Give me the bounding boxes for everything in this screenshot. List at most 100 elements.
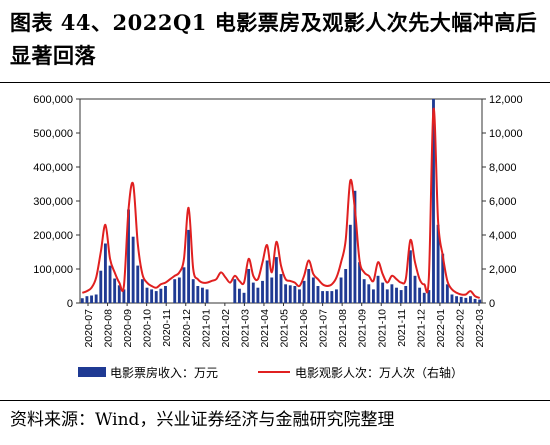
x-tick-label: 2022-02: [454, 309, 466, 348]
x-tick-label: 2021-04: [259, 309, 271, 348]
bar: [367, 284, 371, 303]
y-left-tick-label: 300,000: [33, 196, 73, 208]
bar: [251, 282, 255, 303]
x-tick-label: 2021-03: [239, 309, 251, 348]
ticks-layer: 0 100,000 200,000 300,000 400,000 500,000 600,…: [33, 94, 522, 348]
series-line-attendance: [81, 107, 481, 299]
bar: [122, 289, 126, 303]
bar: [441, 253, 445, 303]
x-tick-label: 2020-12: [181, 309, 193, 348]
bar: [376, 275, 380, 303]
x-tick-label: 2020-08: [103, 309, 115, 348]
y-left-tick-label: 500,000: [33, 128, 73, 140]
bar: [159, 288, 163, 303]
chart-title: 图表 44、2022Q1 电影票房及观影人次先大幅冲高后显著回落: [10, 10, 538, 68]
bar: [390, 284, 394, 303]
bar: [94, 294, 98, 303]
bar: [182, 267, 186, 303]
bar: [205, 289, 209, 303]
bar: [187, 229, 191, 303]
x-tick-label: 2022-03: [474, 309, 486, 348]
y-left-tick-label: 100,000: [33, 264, 73, 276]
y-right-tick-label: 10,000: [489, 128, 523, 140]
bar: [339, 277, 343, 303]
x-tick-label: 2021-08: [337, 309, 349, 348]
bar: [335, 289, 338, 303]
x-tick-label: 2021-01: [200, 309, 212, 348]
x-tick-label: 2021-07: [318, 309, 330, 348]
bar: [427, 290, 431, 303]
x-tick-label: 2021-06: [298, 309, 310, 348]
bar: [99, 270, 103, 303]
bar: [173, 279, 177, 303]
bar: [136, 265, 140, 303]
y-right-tick-label: 4,000: [489, 230, 517, 242]
bar: [445, 284, 449, 303]
bar: [265, 260, 269, 303]
x-tick-label: 2021-10: [376, 309, 388, 348]
bar: [103, 243, 107, 303]
bar: [117, 285, 121, 303]
bar: [432, 99, 435, 303]
bar: [288, 285, 292, 303]
bar: [177, 277, 181, 303]
bar: [247, 269, 251, 303]
plot-frame: [79, 98, 483, 304]
bar: [270, 277, 274, 303]
bar: [242, 292, 246, 303]
bar: [473, 298, 477, 303]
bar: [371, 289, 375, 303]
y-left-tick-label: 200,000: [33, 230, 73, 242]
bar: [145, 287, 149, 303]
bar: [385, 289, 389, 303]
bar: [201, 287, 204, 303]
bar: [80, 298, 84, 303]
bar: [233, 279, 237, 303]
bar: [422, 292, 426, 303]
bar: [274, 257, 278, 303]
bar: [140, 279, 144, 303]
bar: [154, 291, 158, 303]
x-tick-label: 2021-02: [220, 309, 232, 348]
bar: [131, 236, 135, 303]
y-right-tick-label: 6,000: [489, 196, 517, 208]
bar: [256, 287, 260, 303]
bar: [478, 299, 482, 303]
bar: [353, 190, 357, 303]
y-right-tick-label: 8,000: [489, 162, 517, 174]
line-layer: [81, 107, 481, 299]
bar: [455, 296, 459, 303]
x-tick-label: 2020-11: [161, 309, 173, 347]
bar: [404, 286, 408, 303]
bar: [164, 286, 167, 303]
x-tick-label: 2022-01: [435, 309, 447, 348]
bar: [413, 275, 417, 303]
bar: [311, 277, 315, 303]
x-tick-label: 2021-05: [279, 309, 291, 348]
bar: [464, 297, 468, 303]
source-rule: [0, 400, 550, 401]
y-right-tick-label: 2,000: [489, 264, 517, 276]
x-tick-label: 2020-07: [83, 309, 95, 348]
bar: [113, 278, 117, 303]
y-left-tick-label: 400,000: [33, 162, 73, 174]
bar: [381, 282, 385, 303]
bar: [302, 280, 306, 303]
bar: [127, 209, 130, 303]
bars-layer: [80, 99, 482, 303]
bar: [395, 287, 398, 303]
x-tick-label: 2020-09: [122, 309, 134, 348]
bar: [191, 279, 195, 303]
bar: [399, 290, 403, 303]
legend-label-attendance: 电影观影人次：万人次（右轴）: [295, 365, 463, 380]
bar: [344, 269, 348, 303]
bar: [348, 224, 352, 303]
y-right-tick-label: 0: [489, 298, 495, 310]
bar: [325, 291, 329, 303]
y-left-tick-label: 600,000: [33, 94, 73, 106]
title-rule: [0, 82, 550, 83]
x-tick-label: 2021-12: [415, 309, 427, 348]
bar: [358, 262, 361, 303]
bar: [279, 274, 283, 303]
bar: [196, 286, 200, 303]
